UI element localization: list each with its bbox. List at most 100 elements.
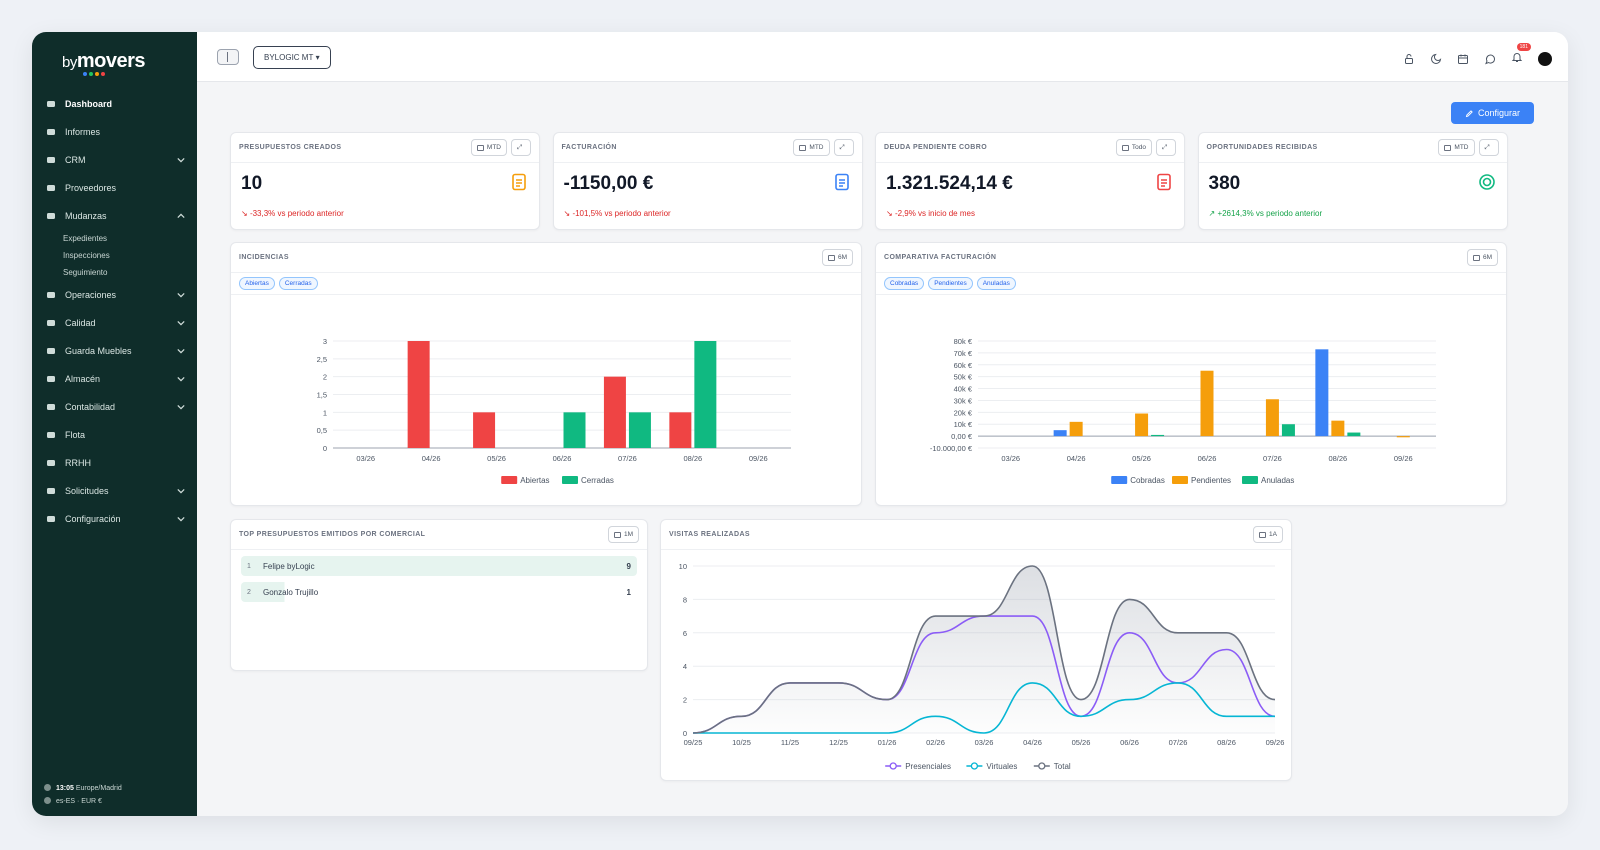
legend-label[interactable]: Pendientes — [1191, 476, 1231, 485]
sidebar-item-calidad[interactable]: Calidad — [32, 309, 197, 337]
sidebar-item-label: Dashboard — [65, 99, 113, 109]
expand-button[interactable]: ⤢ — [1478, 139, 1499, 156]
bar[interactable] — [603, 376, 626, 448]
bar[interactable] — [1200, 370, 1214, 437]
filter-tag[interactable]: Pendientes — [928, 277, 973, 290]
calendar-small-icon — [476, 144, 484, 151]
period-pill[interactable]: 6M — [1466, 249, 1498, 266]
sidebar-item-dashboard[interactable]: Dashboard — [32, 90, 197, 118]
sidebar-item-crm[interactable]: CRM — [32, 146, 197, 174]
logo[interactable]: bymovers — [32, 32, 197, 90]
filter-tag[interactable]: Cerradas — [278, 277, 318, 290]
calendar-icon[interactable] — [1457, 53, 1469, 65]
filter-tag[interactable]: Anuladas — [976, 277, 1016, 290]
bar[interactable] — [1151, 434, 1165, 437]
sidebar-item-contabilidad[interactable]: Contabilidad — [32, 393, 197, 421]
bar[interactable] — [1265, 399, 1279, 437]
bar[interactable] — [1069, 421, 1083, 437]
period-pill[interactable]: 6M — [821, 249, 853, 266]
moon-icon[interactable] — [1430, 53, 1442, 65]
sidebar-toggle-button[interactable] — [217, 49, 239, 65]
legend-label[interactable]: Total — [1054, 762, 1071, 771]
x-tick-label: 06/26 — [1120, 738, 1139, 747]
period-pill[interactable]: 1M — [607, 526, 639, 543]
bar[interactable] — [1331, 420, 1345, 437]
kpi-title: OPORTUNIDADES RECIBIDAS — [1206, 144, 1318, 151]
expand-button[interactable]: ⤢ — [1156, 139, 1176, 156]
chat-icon[interactable] — [1484, 53, 1496, 65]
legend-label[interactable]: Cobradas — [1130, 476, 1165, 485]
sidebar-item-label: Proveedores — [65, 183, 117, 193]
logo-dots — [83, 71, 105, 76]
legend-label[interactable]: Cerradas — [581, 476, 614, 485]
calendar-icon — [45, 290, 57, 300]
bar[interactable] — [1347, 432, 1361, 437]
bar[interactable] — [1135, 413, 1149, 437]
card-title: INCIDENCIAS — [239, 254, 289, 261]
sidebar-item-informes[interactable]: Informes — [32, 118, 197, 146]
sidebar-item-seguimiento[interactable]: Seguimiento — [32, 264, 197, 281]
notifications-button[interactable]: 181 — [1511, 43, 1531, 68]
lock-icon[interactable] — [1403, 53, 1415, 65]
filter-tag[interactable]: Abiertas — [239, 277, 275, 290]
topbar-actions: 181 — [1403, 43, 1552, 68]
series-line[interactable] — [693, 682, 1275, 734]
quote-count: 9 — [626, 561, 631, 571]
bar[interactable] — [563, 412, 586, 448]
kpi-trend-text: -33,3% vs periodo anterior — [249, 209, 344, 218]
logo-dot — [101, 71, 105, 76]
configure-button[interactable]: Configurar — [1451, 102, 1534, 124]
legend-label[interactable]: Virtuales — [986, 762, 1017, 771]
period-pill[interactable]: MTD — [470, 139, 507, 156]
expand-button[interactable]: ⤢ — [833, 139, 854, 156]
legend-swatch — [1172, 476, 1188, 484]
x-tick-label: 08/26 — [1328, 454, 1347, 463]
bar[interactable] — [1396, 436, 1410, 438]
bar[interactable] — [628, 412, 651, 448]
y-tick-label: 4 — [683, 662, 687, 671]
bar[interactable] — [694, 341, 717, 448]
period-pill[interactable]: MTD — [793, 139, 830, 156]
filter-tag[interactable]: Cobradas — [884, 277, 925, 290]
sidebar-item-mudanzas[interactable]: Mudanzas — [32, 202, 197, 230]
sidebar-item-solicitudes[interactable]: Solicitudes — [32, 477, 197, 505]
period-pill[interactable]: MTD — [1438, 139, 1475, 156]
period-pill[interactable]: Todo — [1115, 139, 1152, 156]
chevron-down-icon — [177, 320, 185, 326]
y-tick-label: 10k € — [954, 420, 973, 429]
sidebar-item-guarda-muebles[interactable]: Guarda Muebles — [32, 337, 197, 365]
filter-tags: Abiertas Cerradas — [231, 273, 861, 295]
app-window: bymovers Dashboard Informes CRM Proveedores… — [32, 32, 1568, 816]
bar[interactable] — [1315, 349, 1329, 437]
rank-number: 1 — [247, 562, 251, 570]
sidebar-item-flota[interactable]: Flota — [32, 421, 197, 449]
legend-label[interactable]: Presenciales — [905, 762, 951, 771]
sidebar-item-label: CRM — [65, 155, 86, 165]
sidebar-item-almacen[interactable]: Almacén — [32, 365, 197, 393]
bar[interactable] — [669, 412, 692, 448]
bar[interactable] — [1281, 424, 1295, 437]
bar[interactable] — [473, 412, 496, 448]
sidebar-item-operaciones[interactable]: Operaciones — [32, 281, 197, 309]
y-tick-label: 20k € — [954, 408, 973, 417]
sidebar-item-configuracion[interactable]: Configuración — [32, 505, 197, 533]
sidebar-item-expedientes[interactable]: Expedientes — [32, 230, 197, 247]
expand-button[interactable]: ⤢ — [511, 139, 531, 156]
kpi-trend-text: +2614,3% vs periodo anterior — [1217, 209, 1323, 218]
bar[interactable] — [1053, 430, 1067, 437]
bar[interactable] — [407, 341, 430, 448]
org-selector[interactable]: BYLOGIC MT ▾ — [253, 46, 331, 69]
legend-label[interactable]: Anuladas — [1261, 476, 1294, 485]
kpi-card: DEUDA PENDIENTE COBRO Todo ⤢ 1.321.524,14 €… — [875, 132, 1185, 230]
avatar[interactable] — [1538, 52, 1552, 66]
sidebar-item-proveedores[interactable]: Proveedores — [32, 174, 197, 202]
series-line[interactable] — [692, 565, 1276, 734]
sidebar-item-inspecciones[interactable]: Inspecciones — [32, 247, 197, 264]
period-pill[interactable]: 1A — [1253, 526, 1283, 543]
y-tick-label: 40k € — [954, 385, 973, 394]
sidebar-item-rrhh[interactable]: RRHH — [32, 449, 197, 477]
legend-swatch — [1111, 476, 1128, 484]
list-item[interactable]: 1 Felipe byLogic 9 — [241, 556, 637, 576]
list-item[interactable]: 2 Gonzalo Trujillo 1 — [241, 582, 637, 602]
legend-label[interactable]: Abiertas — [520, 476, 549, 485]
